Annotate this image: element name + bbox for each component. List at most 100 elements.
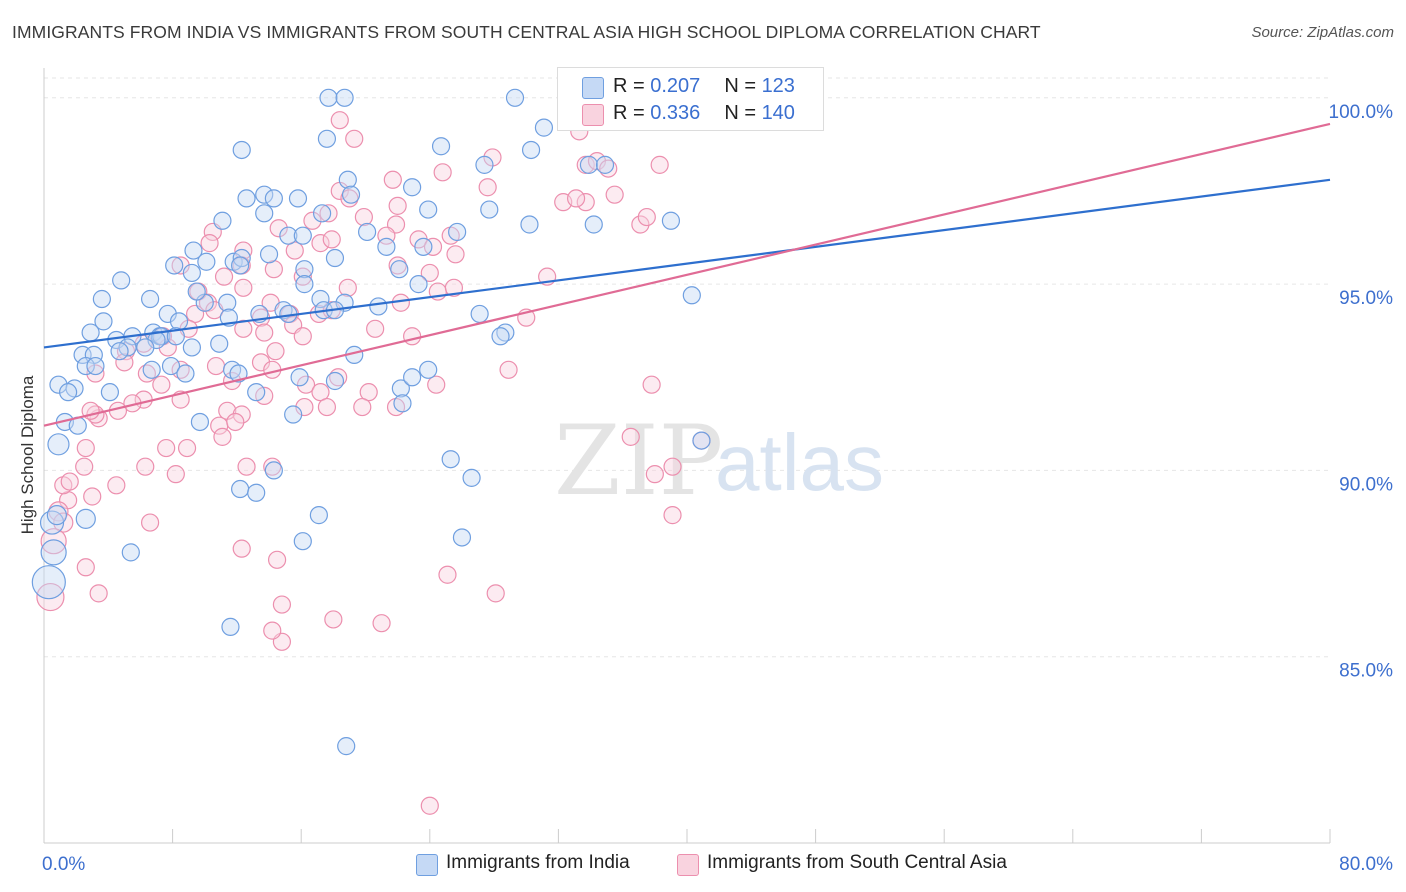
sca-point <box>269 219 288 238</box>
trend-lines <box>43 122 1331 427</box>
sca-point <box>499 360 518 379</box>
india-point <box>521 140 541 160</box>
india-point <box>140 289 160 309</box>
india-point <box>197 252 216 271</box>
bottom-legend-swatch-india <box>416 854 438 876</box>
india-point <box>247 483 266 502</box>
india-point <box>161 356 181 376</box>
sca-point <box>157 438 176 458</box>
india-point <box>325 248 345 268</box>
india-point <box>232 140 251 160</box>
sca-point <box>107 476 126 495</box>
watermark: ZIP atlas <box>554 405 884 517</box>
india-point <box>112 271 131 290</box>
sca-point <box>642 375 661 394</box>
sca-point <box>206 356 226 376</box>
sca-point <box>296 375 316 394</box>
sca-point <box>226 412 245 432</box>
india-point <box>136 338 155 357</box>
india-point <box>264 461 283 480</box>
india-point <box>462 468 481 487</box>
sca-point <box>40 528 67 555</box>
sca-point <box>566 189 586 208</box>
india-point <box>491 327 510 346</box>
india-point <box>661 211 681 230</box>
india-point <box>110 342 129 361</box>
india-point <box>293 532 312 551</box>
india-point <box>341 185 361 204</box>
sca-point <box>354 207 373 227</box>
sca-point <box>311 234 330 253</box>
india-point <box>59 383 78 402</box>
sca-point <box>427 375 446 394</box>
sca-point <box>237 457 256 476</box>
legend-text-sca: R = 0.336 N = 140 <box>613 102 795 125</box>
sca-point <box>263 621 282 640</box>
india-point <box>182 263 201 283</box>
sca-point <box>446 245 465 264</box>
sca-point <box>438 565 457 584</box>
legend-r-value-sca: 0.336 <box>650 102 701 124</box>
india-point <box>358 222 377 242</box>
sca-point <box>423 237 443 256</box>
india-point <box>584 215 603 234</box>
india-point <box>409 275 428 294</box>
india-point <box>229 364 248 383</box>
sca-point <box>75 457 94 476</box>
sca-point <box>166 465 185 484</box>
sca-point <box>89 584 108 603</box>
india-point <box>534 118 554 137</box>
india-point <box>390 260 409 279</box>
india-point <box>369 297 388 316</box>
sca-point <box>663 457 682 476</box>
india-point <box>377 237 396 256</box>
india-point <box>255 185 274 204</box>
sca-point <box>140 513 160 532</box>
india-point <box>46 505 67 526</box>
stats-legend: R = 0.207 N = 123 R = 0.336 N = 140 <box>557 67 824 131</box>
axes <box>43 68 1331 844</box>
india-point <box>259 245 279 264</box>
y-tick-label: 95.0% <box>1339 288 1393 309</box>
sca-point <box>338 278 357 297</box>
india-point <box>431 137 451 156</box>
sca-point <box>76 438 95 458</box>
legend-text-india: R = 0.207 N = 123 <box>613 75 795 98</box>
series-india-points <box>31 88 711 756</box>
india-point <box>470 304 489 324</box>
sca-point <box>353 397 372 417</box>
trend-line-india <box>43 178 1331 349</box>
sca-point <box>433 163 452 182</box>
sca-point <box>267 550 287 569</box>
india-point <box>452 528 472 547</box>
india-point <box>81 323 100 342</box>
sca-point <box>366 319 385 338</box>
chart-title: IMMIGRANTS FROM INDIA VS IMMIGRANTS FROM… <box>12 22 1041 42</box>
india-point <box>317 129 337 148</box>
india-point <box>247 383 266 402</box>
y-tick-label: 85.0% <box>1339 661 1393 682</box>
sca-point <box>645 465 664 484</box>
india-point <box>231 479 250 499</box>
sca-point <box>319 204 338 223</box>
legend-r-label: R = <box>613 102 651 124</box>
legend-n-label: N = <box>724 102 762 124</box>
sca-point <box>576 193 595 212</box>
india-point <box>184 241 203 260</box>
sca-point <box>60 472 79 491</box>
india-point <box>480 200 499 219</box>
india-point <box>579 155 599 174</box>
india-point <box>231 256 250 275</box>
india-point <box>595 155 615 174</box>
india-point <box>218 293 237 312</box>
india-point <box>142 360 161 379</box>
india-point <box>40 539 67 566</box>
sca-point <box>444 278 464 297</box>
sca-point <box>152 375 171 394</box>
sca-point <box>234 278 253 297</box>
india-point <box>337 737 356 756</box>
sca-point <box>383 170 402 189</box>
chart-source: Source: ZipAtlas.com <box>1251 24 1394 41</box>
sca-point <box>605 185 624 204</box>
